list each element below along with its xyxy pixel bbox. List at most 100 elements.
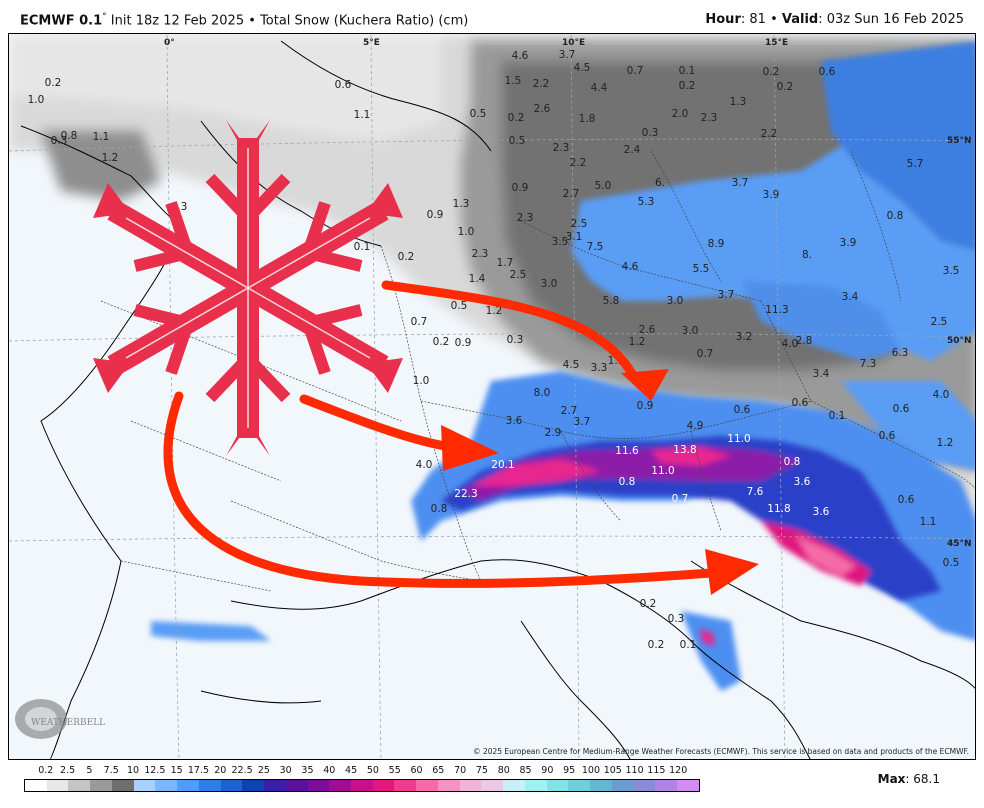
snow-value-label: 3.0 xyxy=(682,325,699,337)
snow-value-label: 5.0 xyxy=(595,180,612,192)
snow-value-label: 0.3 xyxy=(668,613,685,625)
arrow-south xyxy=(163,391,716,588)
snow-value-label: 0.2 xyxy=(648,639,665,651)
snow-value-label: 0.2 xyxy=(763,66,780,78)
forecast-map[interactable]: 0° 5°E 10°E 15°E 55°N 50°N 45°N 4.6 3.7 4.… xyxy=(8,33,976,760)
colorbar-swatch xyxy=(568,780,591,791)
snow-value-label: 8. xyxy=(802,249,812,261)
snow-value-label: 0.1 xyxy=(679,65,696,77)
snow-value-label: 0.6 xyxy=(879,430,896,442)
snow-value-label: 2.0 xyxy=(672,108,689,120)
snow-value-label: 2.2 xyxy=(761,128,778,140)
snow-value-label: 5.8 xyxy=(603,295,620,307)
colorbar-swatch xyxy=(90,780,112,791)
colorbar-tick-label: 65 xyxy=(432,765,445,776)
colorbar-tick-label: 17.5 xyxy=(187,765,210,776)
colorbar-tick-label: 120 xyxy=(669,765,688,776)
snow-value-label: 22.3 xyxy=(454,488,477,500)
snow-value-label: 0.7 xyxy=(672,493,689,505)
snow-value-label: 3.6 xyxy=(794,476,811,488)
snow-value-label: 2.6 xyxy=(639,324,656,336)
snow-value-label: 4.6 xyxy=(512,50,529,62)
colorbar-swatch xyxy=(264,780,286,791)
snow-value-label: 2.3 xyxy=(472,248,489,260)
colorbar-swatch xyxy=(351,780,373,791)
snow-value-label: 4.5 xyxy=(574,62,591,74)
snow-value-label: 1.7 xyxy=(497,257,514,269)
colorbar-swatch xyxy=(503,780,525,791)
valid-label: Valid xyxy=(781,12,819,27)
snow-value-label: 2.3 xyxy=(517,212,534,224)
snow-value-label: 0.5 xyxy=(451,300,468,312)
colorbar-swatch xyxy=(481,780,504,791)
colorbar-swatch xyxy=(133,780,156,791)
snow-value-label: 11.0 xyxy=(651,465,674,477)
snow-value-label: 3.7 xyxy=(574,416,591,428)
colorbar-swatch xyxy=(372,780,395,791)
degree-mark: ° xyxy=(102,12,107,22)
colorbar-tick-label: 45 xyxy=(345,765,358,776)
snow-value-label: 2.7 xyxy=(561,405,578,417)
snow-value-label: 0.2 xyxy=(640,598,657,610)
colorbar-tick-label: 10 xyxy=(126,765,140,776)
snow-value-label: 0.1 xyxy=(354,241,371,253)
snow-value-label: 1.2 xyxy=(629,336,646,348)
colorbar-tick-label: 30 xyxy=(279,765,292,776)
lon-label-0: 0° xyxy=(164,38,175,48)
colorbar-tick-label: 100 xyxy=(581,765,601,776)
lon-label-15e: 15°E xyxy=(765,38,788,48)
colorbar-tick-label: 50 xyxy=(366,765,379,776)
arrow-north-head xyxy=(621,369,669,401)
snow-value-label: 4.5 xyxy=(563,359,580,371)
snow-value-label: 0.2 xyxy=(433,336,450,348)
snow-value-label: 2.3 xyxy=(553,142,570,154)
snow-value-label: 3.9 xyxy=(763,189,780,201)
snow-value-label: 1.1 xyxy=(93,131,110,143)
snow-value-label: 3.0 xyxy=(667,295,684,307)
snow-value-label: 1.0 xyxy=(458,226,475,238)
model-name: ECMWF 0.1 xyxy=(20,13,103,29)
snow-value-label: 0.8 xyxy=(61,130,78,142)
snow-value-label: 3.9 xyxy=(840,237,857,249)
snow-value-label: 3.3 xyxy=(591,362,608,374)
snow-value-label: 4.0 xyxy=(933,389,950,401)
snow-value-label: 5.5 xyxy=(693,263,710,275)
colorbar-tick-label: 115 xyxy=(647,765,666,776)
map-title: ECMWF 0.1° Init 18z 12 Feb 2025 • Total … xyxy=(20,12,468,28)
snow-value-label: 2.8 xyxy=(796,335,813,347)
snow-value-label: 1.1 xyxy=(920,516,937,528)
snow-value-label: 2.4 xyxy=(624,144,641,156)
colorbar-swatch xyxy=(220,780,243,791)
snow-value-label: 3.4 xyxy=(842,291,859,303)
colorbar-swatch xyxy=(437,780,460,791)
snow-value-label: 11.8 xyxy=(767,503,790,515)
snow-value-label: 0.6 xyxy=(898,494,915,506)
title-bullet: • xyxy=(248,13,256,29)
colorbar-swatch xyxy=(590,780,612,791)
snow-value-label: 1.0 xyxy=(28,94,45,106)
snow-value-label: 4.0 xyxy=(416,459,433,471)
snow-value-label: 20.1 xyxy=(491,459,514,471)
colorbar-tick-label: 22.5 xyxy=(231,765,253,776)
arrow-middle xyxy=(299,394,456,452)
colorbar-tick-label: 35 xyxy=(301,765,314,776)
snow-value-label: 0.6 xyxy=(335,79,352,91)
arrow-south-head xyxy=(705,549,759,595)
snow-value-label: 0.2 xyxy=(679,80,696,92)
coastlines xyxy=(20,40,975,759)
snow-value-label: 0.5 xyxy=(943,557,960,569)
snow-value-label: 3.6 xyxy=(506,415,523,427)
snow-value-label: 0.8 xyxy=(784,456,801,468)
colorbar-tick-label: 7.5 xyxy=(103,765,119,776)
colorbar-swatch xyxy=(546,780,569,791)
colorbar-swatch xyxy=(611,780,634,791)
snow-value-label: 5.7 xyxy=(907,158,924,170)
snow-value-label: 0.8 xyxy=(887,210,904,222)
snow-value-label: 1.3 xyxy=(453,198,470,210)
lon-label-10e: 10°E xyxy=(562,38,585,48)
direction-arrows xyxy=(163,280,759,595)
snowflake-icon xyxy=(93,120,403,456)
snow-value-label: 7.6 xyxy=(747,486,764,498)
colorbar-tick-label: 105 xyxy=(603,765,622,776)
snow-value-label: 1.5 xyxy=(505,75,522,87)
